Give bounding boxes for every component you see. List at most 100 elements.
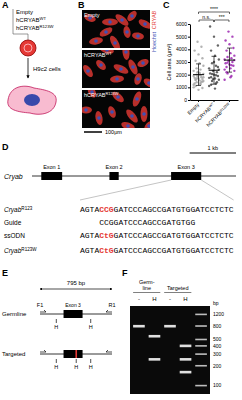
point <box>202 65 204 67</box>
lane-label: - <box>138 296 140 302</box>
tick-label: hCRYABR123W <box>205 101 232 128</box>
tick-label: 3000 <box>176 59 187 65</box>
construct-label: hCRYABWT <box>16 16 46 23</box>
error-cap <box>212 56 217 57</box>
sequence: AGTACtGGATCCCAGCCGATGTGGATCCTCTC <box>80 246 234 255</box>
axis-line <box>190 25 191 101</box>
ladder-label: 200 <box>213 363 222 369</box>
exon-label: Exon 2 <box>106 164 123 170</box>
sequence: AGTACCGGATCCCAGCCGATGTGGATCCTCTC <box>80 205 234 214</box>
nucleus-stain <box>119 67 123 71</box>
cell-stain <box>82 107 92 114</box>
nucleus-stain <box>99 63 103 67</box>
tick-mark <box>188 49 190 50</box>
tick-label: 6000 <box>176 21 187 27</box>
label-superscript: WT <box>39 16 46 21</box>
y-tick: 0 <box>184 97 190 103</box>
ladder-label: 1200 <box>213 311 224 317</box>
micrograph-cells <box>83 10 150 48</box>
panel-d: CryabExon 1Exon 2Exon 31 kbCryabR123AGTA… <box>4 145 236 255</box>
micrograph <box>82 90 150 128</box>
point <box>218 58 220 60</box>
cell-stain <box>124 108 140 125</box>
label-text: ssODN <box>4 232 25 239</box>
point <box>209 25 211 27</box>
nucleus-stain <box>142 112 146 116</box>
error-cap <box>196 63 201 64</box>
micrograph <box>82 10 150 48</box>
nucleus-stain <box>86 69 90 73</box>
tick-label: 1000 <box>176 84 187 90</box>
cell-stain <box>142 119 150 128</box>
cell-stain <box>131 90 143 107</box>
ladder-band <box>195 325 207 327</box>
error-cap <box>196 85 201 86</box>
significance-bracket <box>199 20 213 22</box>
point <box>208 77 210 79</box>
label-superscript: WT <box>106 52 113 56</box>
tick-mark <box>188 37 190 38</box>
point <box>211 73 213 75</box>
vector-inner <box>24 44 32 52</box>
label-text: Empty <box>16 9 33 15</box>
error-cap <box>227 72 232 73</box>
panel-label: B <box>78 0 85 10</box>
ladder-label: 800 <box>213 323 222 329</box>
point <box>197 89 199 91</box>
label-superscript: R123W <box>39 24 53 29</box>
scale-bar-label: 1 kb <box>208 145 218 151</box>
nucleus-stain <box>94 39 98 43</box>
site-tick <box>76 359 77 363</box>
scale-bar <box>190 153 236 154</box>
nucleus-stain <box>115 77 119 81</box>
exon <box>41 172 62 180</box>
ladder-band <box>195 353 207 355</box>
y-tick: 3000 <box>176 59 190 65</box>
significance-bracket <box>199 12 230 14</box>
group-line <box>133 292 160 293</box>
label-text: Guide <box>4 219 22 226</box>
ladder-band <box>195 345 207 347</box>
construct-label: hCRYABR123W <box>16 24 53 31</box>
significance-bracket <box>215 20 229 22</box>
nucleus-stain <box>84 108 88 112</box>
nucleus-stain <box>104 30 108 34</box>
axis-title: Cell area (μm²) <box>166 43 172 80</box>
y-tick: 1000 <box>176 84 190 90</box>
ladder-label: 300 <box>213 351 222 357</box>
point <box>232 47 234 49</box>
significance-label: *** <box>219 14 225 20</box>
cell-stain <box>107 105 118 119</box>
condition-label: Empty <box>84 12 100 18</box>
sequence-segment: CtG <box>99 246 114 255</box>
cell-stain <box>88 36 103 45</box>
nucleus-stain <box>126 124 130 128</box>
site-tick <box>90 359 91 363</box>
nucleus-stain <box>135 97 139 101</box>
point <box>193 82 195 84</box>
sequence: CCGGATCCCAGCCGATGTGG <box>99 218 195 227</box>
y-tick: 6000 <box>176 21 190 27</box>
point <box>199 83 201 85</box>
point <box>194 79 196 81</box>
label-superscript: R123W <box>21 247 37 252</box>
sequence-segment: CCG <box>99 205 114 214</box>
cell-stain <box>108 34 122 48</box>
group-line <box>164 292 191 293</box>
exon <box>64 350 83 358</box>
label-text: Cryab <box>4 247 22 255</box>
cell-stain <box>136 57 150 68</box>
tick-mark <box>214 100 215 102</box>
nucleus-stain <box>124 50 128 54</box>
scale-bar-label: 100μm <box>105 129 122 135</box>
point <box>196 41 198 43</box>
scale-bar <box>84 131 102 133</box>
cell <box>8 86 56 114</box>
lane-label: - <box>169 296 171 302</box>
gene-name: Cryab <box>4 173 23 181</box>
point <box>226 56 228 58</box>
tick-mark <box>229 100 230 102</box>
nucleus-stain <box>125 30 129 34</box>
band <box>149 358 161 361</box>
point <box>195 67 197 69</box>
